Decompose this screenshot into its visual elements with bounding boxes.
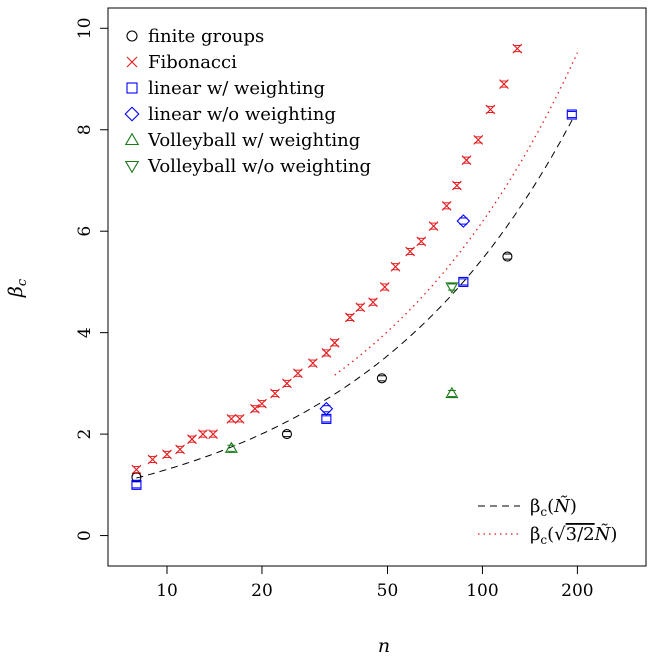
legend-swatch xyxy=(126,82,138,94)
y-axis: 0 2 4 6 8 10 xyxy=(75,17,108,541)
legend-label: linear w/o weighting xyxy=(148,104,336,125)
point-finite-groups xyxy=(502,251,513,262)
x-tick-label: 50 xyxy=(377,581,399,601)
plot-frame xyxy=(107,7,647,567)
point-linear-w-weighting xyxy=(131,479,142,490)
legend-label: Volleyball w/ weighting xyxy=(147,130,360,151)
x-axis-title: n xyxy=(378,635,390,657)
fit-lines xyxy=(136,52,578,479)
y-tick-label: 0 xyxy=(75,530,95,541)
point-volleyball-w-o-weighting xyxy=(445,282,459,294)
svg-text:βc: βc xyxy=(5,278,30,298)
x-tick-label: 10 xyxy=(156,581,178,601)
point-linear-w-weighting xyxy=(566,109,577,120)
legend-swatch xyxy=(126,56,138,68)
legend-swatch xyxy=(126,30,138,42)
legend-label: finite groups xyxy=(148,26,264,47)
point-linear-w-o-weighting xyxy=(319,401,334,416)
fit-line-dotted xyxy=(334,52,578,376)
y-tick-label: 2 xyxy=(75,429,95,440)
point-finite-groups xyxy=(376,373,387,384)
point-linear-w-o-weighting xyxy=(456,214,471,228)
legend-swatch xyxy=(124,132,140,146)
y-axis-title: βc xyxy=(5,278,30,298)
data-points xyxy=(131,43,577,490)
x-axis: 10 20 50 100 200 xyxy=(156,566,594,601)
fit-legend-label-1: βc(Ñ) xyxy=(530,494,577,519)
point-volleyball-w-weighting xyxy=(224,441,238,453)
legend-swatch xyxy=(124,106,140,122)
x-tick-label: 200 xyxy=(561,581,593,601)
fit-legend-label-2: βc(√3/2Ñ) xyxy=(530,522,617,547)
legend-label: Fibonacci xyxy=(148,52,237,73)
legend-swatch xyxy=(124,160,140,174)
legend-label: Volleyball w/o weighting xyxy=(147,156,371,177)
fit-line-dashed xyxy=(136,116,575,479)
y-tick-label: 10 xyxy=(75,17,95,39)
x-tick-label: 20 xyxy=(251,581,273,601)
x-tick-label: 100 xyxy=(466,581,498,601)
y-tick-label: 6 xyxy=(75,226,95,237)
point-volleyball-w-weighting xyxy=(445,386,459,399)
y-tick-label: 4 xyxy=(75,327,95,338)
legend-label: linear w/ weighting xyxy=(148,78,325,99)
point-linear-w-weighting xyxy=(458,276,469,287)
fit-legend: βc(Ñ) βc(√3/2Ñ) xyxy=(478,494,617,547)
point-finite-groups xyxy=(281,429,292,440)
legend: finite groups Fibonacci linear w/ weightin… xyxy=(124,26,371,177)
y-tick-label: 8 xyxy=(75,124,95,135)
